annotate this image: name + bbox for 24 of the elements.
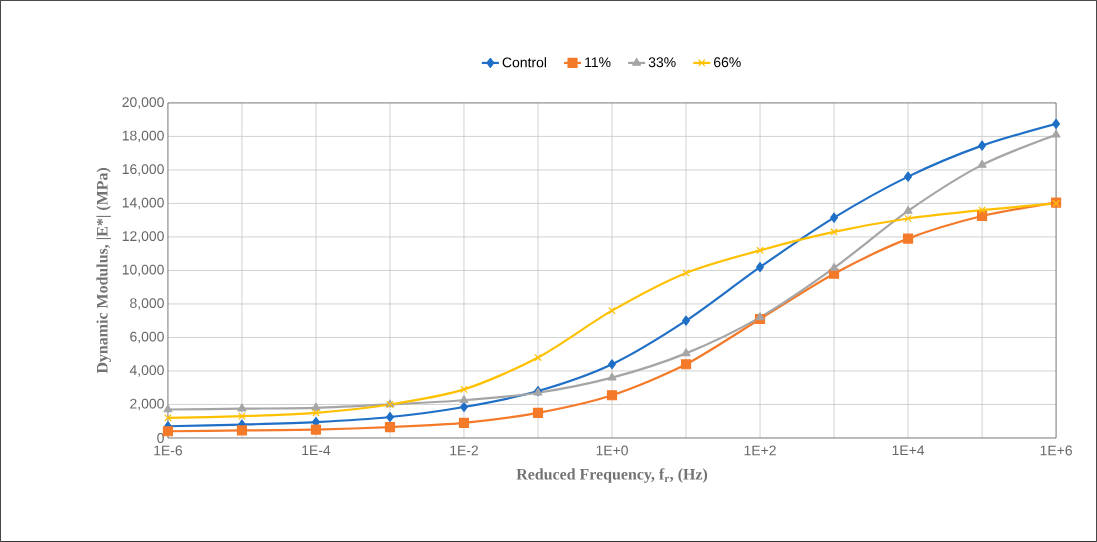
legend-label: Control bbox=[502, 57, 547, 68]
x-tick-label: 1E-6 bbox=[154, 445, 183, 456]
y-tick-label: 4,000 bbox=[129, 365, 164, 377]
legend-label: 11% bbox=[585, 57, 611, 68]
y-tick-label: 8,000 bbox=[130, 298, 164, 310]
x-tick-label: 1E+4 bbox=[892, 445, 925, 456]
legend-label: 33% bbox=[648, 57, 676, 68]
x-axis-title: Reduced Frequency, f$_{r}$, (Hz) bbox=[516, 468, 708, 483]
y-axis-title: Dynamic Modulus, |E*| (MPa) bbox=[96, 168, 111, 374]
x-tick-label: 1E+6 bbox=[1040, 445, 1072, 456]
x-tick-label: 1E-2 bbox=[450, 445, 479, 456]
y-tick-label: 14,000 bbox=[122, 197, 164, 210]
y-tick-label: 18,000 bbox=[122, 130, 164, 143]
y-tick-label: 6,000 bbox=[130, 331, 164, 344]
legend-label: 66% bbox=[714, 57, 741, 68]
y-tick-label: 20,000 bbox=[122, 97, 164, 109]
x-tick-label: 1E+2 bbox=[744, 445, 776, 456]
y-tick-label: 0 bbox=[157, 433, 164, 443]
x-tick-label: 1E+0 bbox=[596, 445, 628, 456]
y-tick-label: 16,000 bbox=[122, 164, 164, 176]
y-tick-label: 10,000 bbox=[122, 264, 164, 277]
y-tick-label: 12,000 bbox=[122, 231, 164, 243]
x-tick-label: 1E-4 bbox=[302, 445, 331, 456]
y-tick-label: 2,000 bbox=[130, 398, 164, 411]
